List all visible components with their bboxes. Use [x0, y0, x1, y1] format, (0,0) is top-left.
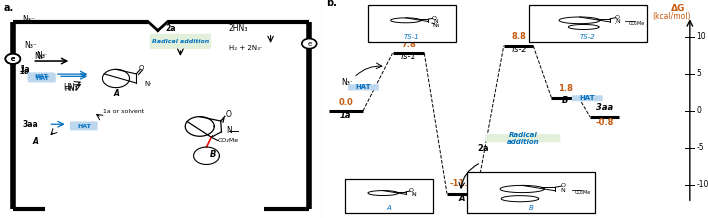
Text: O: O	[615, 15, 620, 20]
Text: Ts-2: Ts-2	[510, 45, 527, 54]
Text: A: A	[458, 194, 464, 203]
Text: CO₂Me: CO₂Me	[575, 191, 591, 196]
Text: ·: ·	[613, 20, 615, 29]
Text: ΔG: ΔG	[671, 4, 685, 13]
FancyBboxPatch shape	[467, 172, 595, 213]
Text: 1a: 1a	[340, 111, 351, 120]
Text: N·: N·	[144, 81, 152, 87]
Text: N: N	[434, 19, 438, 24]
Circle shape	[6, 54, 21, 64]
Text: HAT: HAT	[34, 74, 48, 79]
FancyBboxPatch shape	[70, 121, 98, 130]
Text: HAT: HAT	[579, 95, 595, 101]
Text: H₂ + 2N₃·: H₂ + 2N₃·	[229, 45, 262, 51]
FancyBboxPatch shape	[486, 134, 561, 142]
Text: a.: a.	[4, 3, 13, 13]
FancyBboxPatch shape	[529, 5, 646, 43]
Text: B: B	[562, 96, 569, 106]
Text: 7.8: 7.8	[401, 39, 416, 49]
Text: 0.0: 0.0	[338, 98, 353, 107]
Text: Radical addition: Radical addition	[152, 39, 209, 44]
Text: 1.8: 1.8	[558, 84, 573, 93]
Text: Radical
addition: Radical addition	[506, 132, 539, 145]
Text: 0: 0	[697, 106, 702, 115]
FancyBboxPatch shape	[150, 34, 211, 49]
Text: e: e	[307, 41, 312, 47]
Text: O: O	[561, 183, 566, 188]
Text: B: B	[529, 205, 533, 211]
Text: O: O	[226, 110, 232, 119]
FancyBboxPatch shape	[345, 179, 433, 213]
Text: 1a: 1a	[20, 65, 30, 74]
Text: 2a: 2a	[477, 145, 489, 153]
Text: A: A	[113, 89, 119, 98]
Text: N₃⁻: N₃⁻	[24, 41, 37, 50]
Text: N: N	[227, 126, 232, 135]
Text: ·: ·	[411, 191, 413, 200]
Text: TS-1: TS-1	[404, 34, 420, 40]
Text: b.: b.	[326, 0, 336, 8]
FancyBboxPatch shape	[28, 72, 55, 81]
Text: O: O	[409, 189, 413, 193]
FancyBboxPatch shape	[348, 84, 379, 90]
Text: 3aa: 3aa	[596, 103, 613, 112]
Text: O: O	[138, 65, 144, 72]
Text: N₃⁻: N₃⁻	[23, 15, 35, 24]
Text: e: e	[11, 56, 15, 62]
Text: N: N	[561, 187, 566, 192]
Text: A: A	[33, 137, 38, 146]
Text: 10: 10	[697, 32, 707, 41]
FancyBboxPatch shape	[572, 95, 603, 101]
Text: 8.8: 8.8	[511, 32, 526, 41]
Text: CO₂Me: CO₂Me	[629, 22, 645, 26]
Text: ·: ·	[212, 131, 215, 141]
Text: N: N	[411, 192, 416, 197]
FancyBboxPatch shape	[28, 73, 56, 82]
Text: (kcal/mol): (kcal/mol)	[653, 12, 691, 21]
Text: -10: -10	[697, 180, 708, 189]
Text: N₃·: N₃·	[35, 52, 46, 61]
FancyBboxPatch shape	[367, 5, 456, 43]
Text: HAT: HAT	[77, 124, 91, 128]
Text: CO₂Me: CO₂Me	[218, 138, 239, 143]
Text: TS-2: TS-2	[580, 34, 595, 40]
Text: 2a: 2a	[166, 24, 176, 33]
Text: 3aa: 3aa	[23, 120, 38, 129]
Text: 1a: 1a	[19, 67, 30, 77]
Text: O: O	[431, 16, 436, 21]
Text: B: B	[210, 150, 216, 159]
Text: e: e	[11, 56, 15, 62]
Text: e: e	[11, 56, 15, 62]
Text: -5: -5	[697, 143, 704, 152]
Text: N₃: N₃	[433, 23, 440, 28]
Text: N: N	[615, 19, 620, 24]
Circle shape	[6, 54, 21, 64]
Text: -11.2: -11.2	[450, 179, 474, 188]
Text: 2HN₃: 2HN₃	[229, 24, 248, 33]
Text: 1a or solvent: 1a or solvent	[103, 109, 144, 114]
Text: HN₃: HN₃	[64, 86, 77, 92]
Text: A: A	[387, 205, 392, 211]
Text: N₃·: N₃·	[341, 78, 353, 87]
Text: 5: 5	[697, 69, 702, 78]
Text: -0.8: -0.8	[595, 118, 614, 127]
Text: HN₃: HN₃	[64, 83, 78, 92]
Text: Ts-1: Ts-1	[400, 52, 417, 61]
Text: HAT: HAT	[35, 76, 49, 80]
Circle shape	[6, 54, 21, 64]
Circle shape	[302, 39, 316, 49]
Text: N₃·: N₃·	[36, 51, 47, 60]
Text: HAT: HAT	[355, 84, 371, 90]
